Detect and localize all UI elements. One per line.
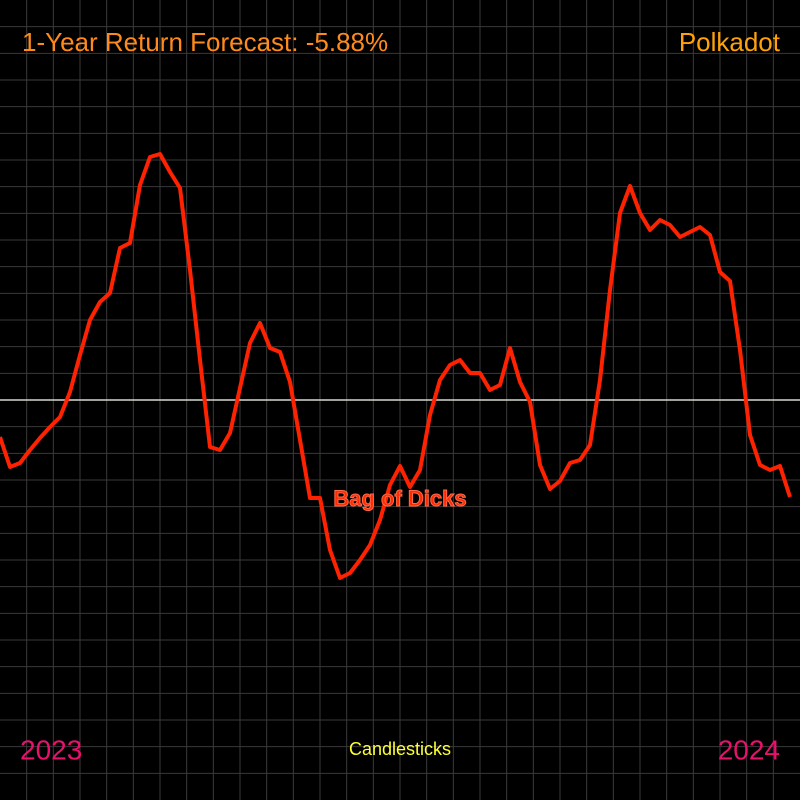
x-axis-label: Candlesticks — [349, 739, 451, 759]
chart-subtitle: Polkadot — [679, 27, 781, 57]
line — [0, 152, 792, 580]
chart-title: 1-Year Return Forecast: -5.88% — [22, 27, 388, 57]
x-start-label: 2023 — [20, 734, 82, 765]
x-end-label: 2024 — [718, 734, 780, 765]
annotation: Bag of Dicks — [333, 486, 466, 511]
plot — [0, 152, 800, 580]
